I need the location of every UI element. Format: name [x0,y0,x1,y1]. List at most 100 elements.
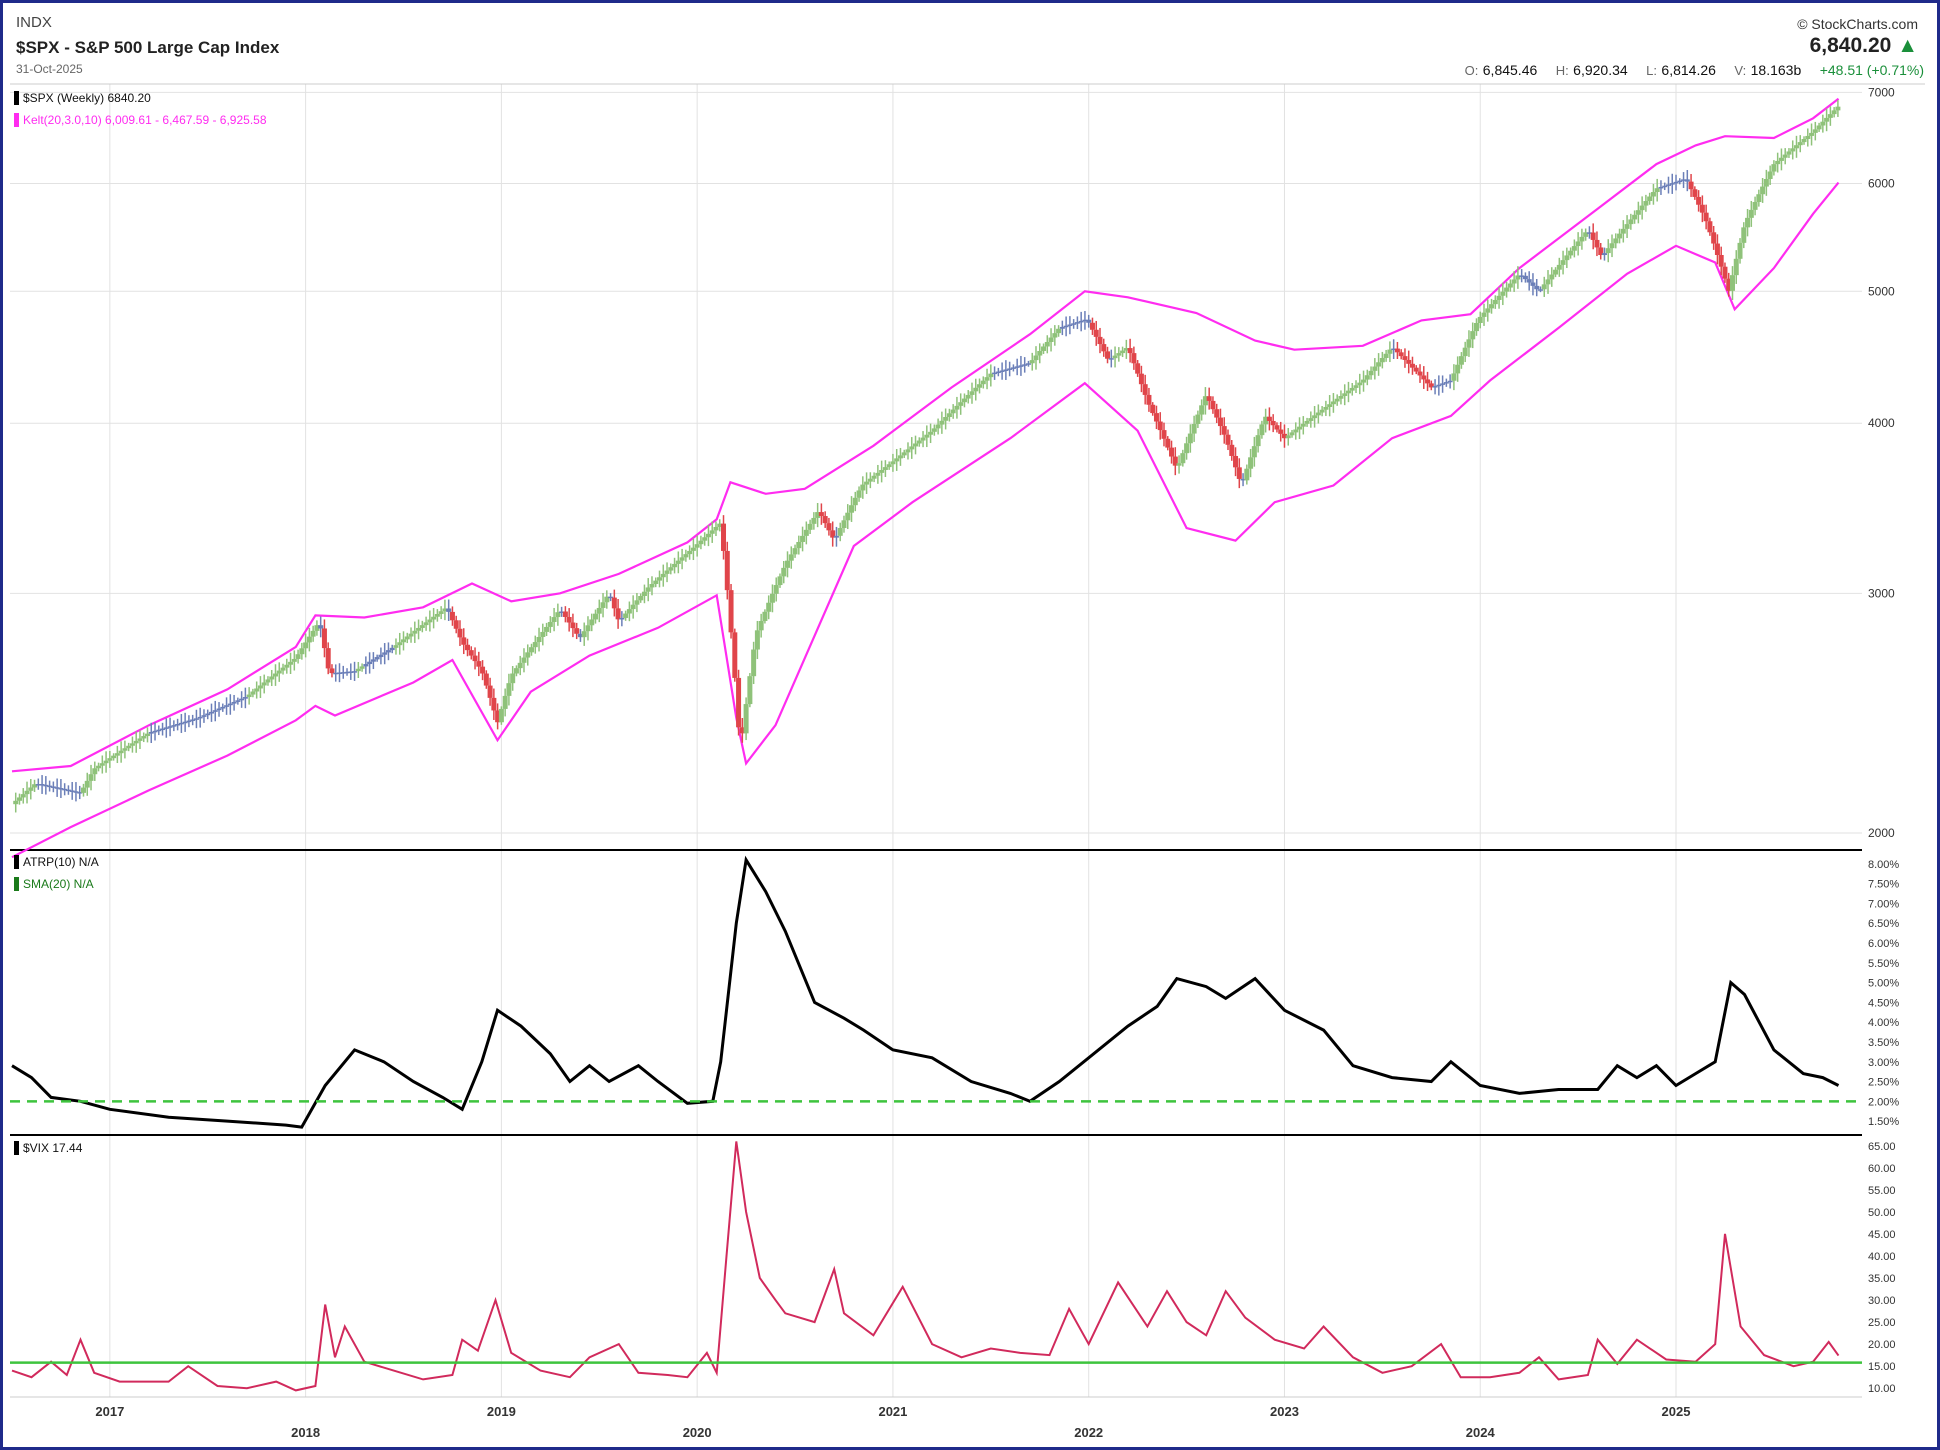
price-bar [1259,420,1265,439]
price-bar-body [1274,425,1280,430]
price-bar [1763,169,1769,196]
price-bar-body [178,722,184,725]
atrp-tick-label: 2.50% [1868,1077,1899,1089]
price-bar-body [1334,398,1340,402]
price-bar [1703,204,1709,230]
price-bar-body [1221,426,1227,435]
price-bar-body [1285,435,1291,439]
price-bar-body [363,664,369,667]
vix-tick-label: 30.00 [1868,1295,1896,1307]
price-bar-body [126,745,132,749]
price-bar [905,442,911,460]
price-bar-body [664,570,670,574]
price-bar [1775,152,1781,173]
price-bar-body [988,373,994,378]
price-bar [1677,178,1683,185]
price-bar [126,742,132,752]
price-bar [980,376,986,389]
price-bar-body [261,682,267,686]
price-bar [913,435,919,455]
price-bar-body [1357,382,1363,386]
price-bar [1681,172,1687,188]
price-bar [208,703,214,722]
atrp-tick-label: 3.50% [1868,1037,1899,1049]
stockcharts-logo[interactable]: © StockCharts.com [1797,16,1918,32]
price-bar [502,688,508,717]
price-bar [318,616,324,638]
vix-tick-label: 35.00 [1868,1273,1896,1285]
price-bar [645,578,651,602]
price-tick-label: 6000 [1868,177,1895,191]
price-bar [220,703,226,712]
price-bar-body [1643,201,1649,206]
price-bar [348,663,354,680]
price-bar-body [1733,258,1739,276]
price-bar [144,727,150,743]
price-bar [1417,364,1423,383]
price-bar-body [788,554,794,561]
price-bar [875,464,881,484]
price-bar-body [355,668,361,672]
price-bar-body [193,718,199,720]
price-bar [1526,271,1532,291]
price-bar [525,644,531,666]
price-tick-label: 7000 [1868,85,1895,99]
brand-text: © StockCharts.com [1797,16,1918,32]
price-bar-body [638,596,644,601]
axis-labels: 2017 2018 2019 2020 2021 2022 2023 2024 2025 2000… [95,85,1899,1440]
price-bar [284,658,290,674]
low-label: L: [1646,63,1657,78]
price-bar [1485,299,1491,322]
price-bar-body [762,611,768,621]
price-bar-body [577,633,583,638]
price-bar-body [389,647,395,651]
price-bar [897,447,903,466]
price-bar [984,368,990,390]
price-bar [1315,404,1321,424]
price-bar-body [1760,186,1766,195]
price-bar-body [1722,266,1728,279]
price-bar [416,619,422,640]
price-bar [1327,395,1333,417]
price-bar-body [1127,348,1133,354]
price-bar [709,521,715,543]
price-bar-body [385,650,391,653]
price-bar [871,472,877,483]
last-price: 6,840.20 ▲ [1810,34,1918,58]
price-bar-body [1677,180,1683,183]
price-bar [1059,320,1065,336]
price-bar-body [619,617,625,620]
price-bar [668,563,674,575]
price-bar-body [374,657,380,660]
price-bar [653,577,659,588]
price-bar [306,627,312,652]
price-bar [156,725,162,736]
price-bar-body [1007,368,1013,370]
vix-tick-label: 60.00 [1868,1163,1896,1175]
price-bar-body [1684,179,1690,182]
price-bar [939,411,945,434]
price-bar [1169,440,1175,464]
price-bar-body [73,791,79,793]
price-bar [1199,399,1205,421]
price-bar-body [641,591,647,597]
price-bar-body [1786,151,1792,155]
price-bar [1421,366,1427,389]
price-bar [257,676,263,698]
price-bar [1308,411,1314,428]
price-bar-body [133,740,139,744]
price-bar-body [792,548,798,555]
price-bar [389,644,395,654]
price-bar-body [190,719,196,721]
price-bar [600,593,606,618]
price-bar [585,616,591,641]
price-bar-body [442,608,448,612]
price-bar-body [785,560,791,568]
price-bar [950,404,956,419]
price-bar-body [1466,339,1472,348]
price-bar [1361,370,1367,392]
price-bar [129,736,135,753]
price-bar [1018,355,1024,376]
price-bar [35,778,41,790]
